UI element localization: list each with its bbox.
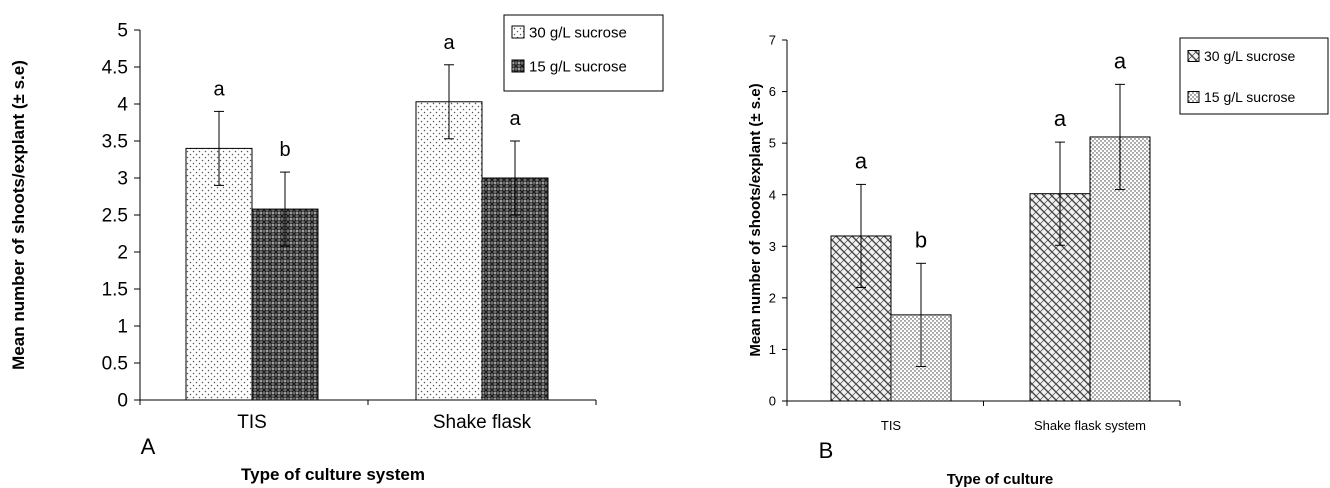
x-category-label: TIS [237,412,267,433]
x-axis-title-b: Type of culture [947,471,1053,488]
chart-panel-b: Mean number of shoots/explant (± s.e) Ty… [747,33,1329,488]
y-tick-label: 0.5 [102,354,128,375]
y-axis-title-a: Mean number of shoots/explant (± s.e) [9,60,28,370]
legend-label: 30 g/L sucrose [529,24,627,41]
x-axis-title-a: Type of culture system [241,465,425,484]
y-tick-label: 2 [769,290,776,305]
significance-letter: a [509,108,521,130]
y-tick-label: 3 [769,239,776,254]
x-category-label: Shake flask system [1034,418,1146,433]
chart-panel-a: Mean number of shoots/explant (± s.e) Ty… [9,14,664,484]
panel-letter-a: A [141,434,156,459]
y-tick-label: 2.5 [102,206,128,227]
x-category-label: TIS [881,418,902,433]
y-tick-label: 5 [769,136,776,151]
significance-letter: a [213,78,225,100]
y-tick-label: 4 [117,95,128,116]
significance-letter: b [915,227,927,252]
legend-frame [1179,37,1329,115]
legend-swatch [1187,91,1200,103]
y-tick-label: 0 [117,391,128,412]
significance-letter: a [1054,106,1067,131]
bar [415,101,483,401]
y-tick-label: 2 [117,243,128,264]
y-tick-label: 1 [117,317,128,338]
significance-letter: a [1114,48,1127,73]
y-tick-label: 4.5 [102,58,128,79]
y-tick-label: 7 [769,33,776,48]
y-tick-label: 3 [117,169,128,190]
bar [185,147,253,401]
legend-label: 30 g/L sucrose [1204,48,1296,64]
x-category-label: Shake flask [433,412,532,433]
legend-swatch [511,59,525,73]
y-tick-label: 5 [117,21,128,42]
panel-letter-b: B [819,438,834,463]
legend-label: 15 g/L sucrose [1204,89,1296,105]
y-tick-label: 6 [769,84,776,99]
y-tick-label: 1 [769,342,776,357]
y-tick-label: 4 [769,187,776,202]
significance-letter: a [443,32,455,54]
y-tick-label: 0 [769,394,776,409]
significance-letter: b [279,139,290,161]
legend-frame [503,14,664,92]
significance-letter: a [855,148,868,173]
legend-swatch [511,25,525,39]
y-tick-label: 1.5 [102,280,128,301]
y-tick-label: 3.5 [102,132,128,153]
legend-b: 30 g/L sucrose 15 g/L sucrose [1179,37,1329,115]
legend-label: 15 g/L sucrose [529,58,627,75]
legend-a: 30 g/L sucrose 15 g/L sucrose [503,14,664,92]
y-axis-title-b: Mean number of shoots/explant (± s.e) [747,83,764,356]
legend-swatch [1187,50,1200,62]
